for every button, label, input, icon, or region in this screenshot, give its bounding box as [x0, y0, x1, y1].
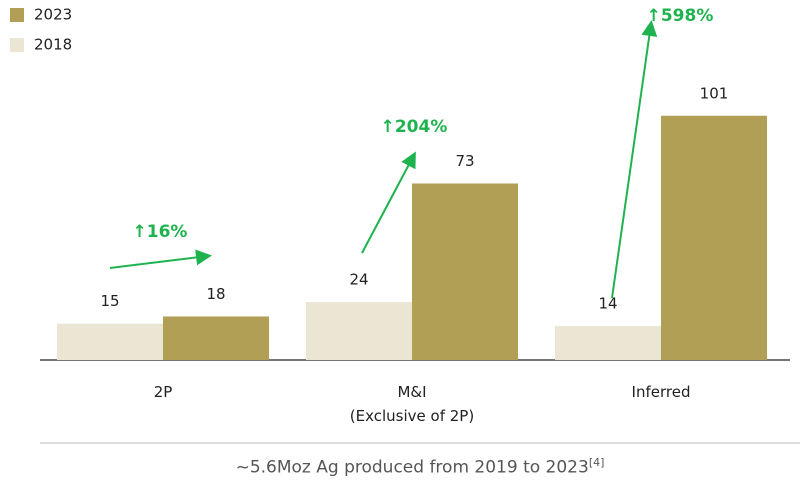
- footnote: ~5.6Moz Ag produced from 2019 to 2023[4]: [0, 456, 800, 478]
- footnote-ref: [4]: [588, 456, 605, 469]
- data-label: 18: [206, 285, 225, 303]
- data-label: 15: [100, 292, 119, 310]
- data-label: 24: [349, 270, 368, 288]
- bar: [555, 326, 661, 360]
- annotation: ↑16%: [133, 222, 188, 242]
- x-tick-label: M&I (Exclusive of 2P): [349, 383, 475, 425]
- annotation: ↑598%: [647, 6, 714, 26]
- data-label: 14: [598, 295, 617, 313]
- footnote-text: ~5.6Moz Ag produced from 2019 to 2023: [235, 457, 589, 478]
- legend-swatch: [10, 38, 24, 52]
- growth-arrow: [109, 249, 212, 269]
- data-label: 73: [455, 152, 474, 170]
- bar: [412, 183, 518, 360]
- annotation: ↑204%: [381, 117, 448, 137]
- legend-swatch: [10, 8, 24, 22]
- growth-arrow: [361, 151, 416, 254]
- legend-label: 2023: [34, 6, 72, 24]
- growth-arrow: [611, 20, 658, 299]
- bar: [163, 316, 269, 360]
- bar: [306, 301, 412, 360]
- bar: [661, 115, 767, 360]
- x-tick-label: 2P: [153, 383, 173, 401]
- legend-label: 2018: [34, 36, 72, 54]
- x-tick-label: Inferred: [631, 383, 691, 401]
- bar: [57, 323, 163, 360]
- data-label: 101: [700, 84, 729, 102]
